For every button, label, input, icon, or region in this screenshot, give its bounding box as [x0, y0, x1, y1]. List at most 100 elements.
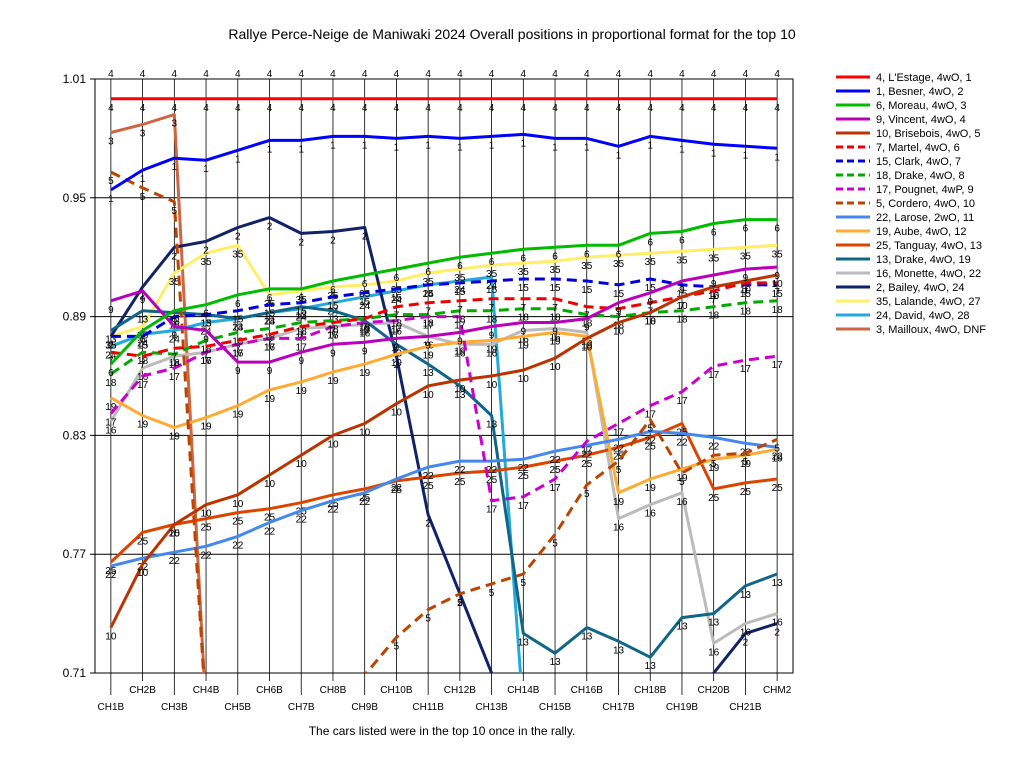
- top-position-label: 4: [679, 69, 685, 80]
- point-label: 7: [774, 287, 780, 298]
- series-line: [110, 170, 778, 673]
- legend-label: 5, Cordero, 4wO, 10: [876, 198, 975, 210]
- point-label: 25: [645, 441, 657, 452]
- point-label: 19: [645, 483, 657, 494]
- point-label: 22: [264, 527, 276, 538]
- series-line: [110, 132, 778, 192]
- series-line: [110, 305, 778, 659]
- point-label: 22: [708, 441, 720, 452]
- point-label: 1: [330, 140, 336, 151]
- point-label: 13: [200, 319, 212, 330]
- point-label: 22: [486, 465, 498, 476]
- point-label: 35: [486, 269, 498, 280]
- point-label: 18: [137, 356, 149, 367]
- series-line: [110, 330, 778, 495]
- point-label: 35: [169, 277, 181, 288]
- point-label: 13: [676, 622, 688, 633]
- point-label: 15: [708, 291, 720, 302]
- x-tick-label: CH11B: [412, 702, 444, 713]
- chart-footnote: The cars listed were in the top 10 once …: [309, 724, 576, 738]
- point-label: 15: [518, 283, 530, 294]
- point-label: 4: [140, 103, 146, 114]
- point-label: 2: [457, 598, 463, 609]
- x-tick-label: CH12B: [444, 685, 477, 696]
- legend-label: 19, Aube, 4wO, 12: [876, 226, 967, 238]
- point-label: 22: [676, 437, 688, 448]
- point-label: 2: [172, 251, 178, 262]
- point-label: 1: [203, 164, 209, 175]
- point-label: 13: [613, 645, 625, 656]
- point-label: 19: [613, 497, 625, 508]
- point-label: 18: [549, 313, 561, 324]
- point-label: 4: [616, 103, 622, 114]
- point-label: 24: [486, 281, 498, 292]
- point-label: 15: [200, 319, 212, 330]
- top-position-label: 4: [552, 69, 558, 80]
- point-label: 22: [105, 570, 117, 581]
- point-label: 19: [772, 453, 784, 464]
- point-label: 25: [772, 483, 784, 494]
- point-label: 7: [711, 295, 717, 306]
- point-label: 25: [264, 513, 276, 524]
- point-label: 10: [581, 342, 593, 353]
- legend-label: 17, Pougnet, 4wP, 9: [876, 184, 974, 196]
- legend-label: 35, Lalande, 4wO, 27: [876, 296, 981, 308]
- point-label: 16: [232, 348, 244, 359]
- point-label: 7: [394, 311, 400, 322]
- point-label: 6: [203, 309, 209, 320]
- point-label: 18: [613, 321, 625, 332]
- point-label: 16: [518, 334, 530, 345]
- point-label: 16: [708, 647, 720, 658]
- series-group: 5 5 5 5 5 5 5 5 5 5 5 5 5 5 5 5: [108, 170, 780, 673]
- point-label: 24: [423, 289, 435, 300]
- point-label: 10: [264, 479, 276, 490]
- point-label: 15: [423, 289, 435, 300]
- point-label: 18: [423, 319, 435, 330]
- point-label: 9: [616, 307, 622, 318]
- point-label: 24: [359, 301, 371, 312]
- point-label: 13: [359, 325, 371, 336]
- point-label: 13: [264, 317, 276, 328]
- top-position-label: 4: [203, 69, 209, 80]
- x-tick-label: CH17B: [602, 702, 635, 713]
- point-label: 4: [203, 103, 209, 114]
- point-label: 22: [613, 443, 625, 454]
- point-label: 19: [549, 336, 561, 347]
- point-label: 4: [362, 103, 368, 114]
- point-label: 22: [296, 515, 308, 526]
- point-label: 18: [264, 332, 276, 343]
- x-tick-label: CH15B: [539, 702, 572, 713]
- point-label: 13: [454, 390, 466, 401]
- point-label: 10: [200, 509, 212, 520]
- point-label: 13: [645, 661, 657, 672]
- point-label: 9: [584, 323, 590, 334]
- point-label: 10: [549, 362, 561, 373]
- top-position-label: 4: [774, 69, 780, 80]
- point-label: 6: [172, 315, 178, 326]
- point-label: 24: [105, 350, 117, 361]
- point-label: 4: [552, 103, 558, 114]
- series-line: [110, 299, 778, 376]
- point-label: 16: [200, 356, 212, 367]
- point-label: 15: [486, 285, 498, 296]
- point-label: 15: [740, 289, 752, 300]
- top-position-label: 4: [362, 69, 368, 80]
- x-tick-label: CH1B: [98, 702, 125, 713]
- point-label: 9: [679, 285, 685, 296]
- point-label: 24: [454, 285, 466, 296]
- legend-label: 6, Moreau, 4wO, 3: [876, 100, 967, 112]
- point-label: 16: [613, 523, 625, 534]
- point-label: 35: [549, 265, 561, 276]
- point-label: 7: [362, 323, 368, 334]
- point-label: 4: [584, 103, 590, 114]
- point-label: 9: [172, 331, 178, 342]
- series-group: 19 19 19 19 19 19 19 19 19 19 19 19 19 19 19 19 19 19 19 19…: [105, 330, 784, 508]
- point-label: 4: [298, 103, 304, 114]
- point-label: 2: [362, 232, 368, 243]
- point-label: 19: [708, 463, 720, 474]
- point-label: 16: [264, 342, 276, 353]
- point-label: 10: [105, 631, 117, 642]
- point-label: 17: [137, 380, 149, 391]
- point-label: 13: [708, 618, 720, 629]
- point-label: 2: [203, 245, 209, 256]
